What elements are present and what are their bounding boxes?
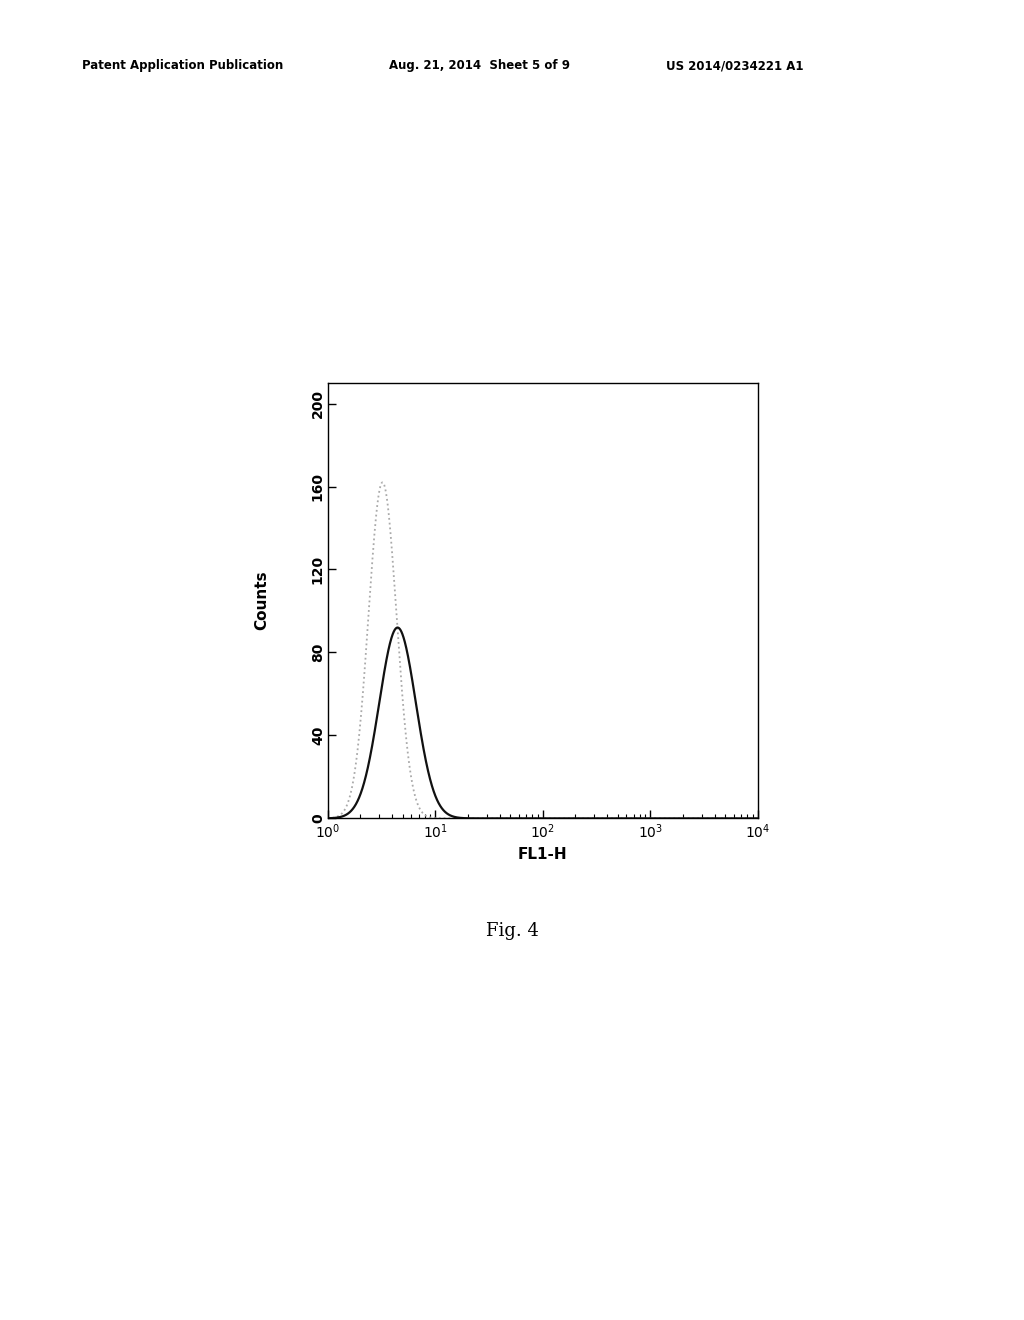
- Text: Aug. 21, 2014  Sheet 5 of 9: Aug. 21, 2014 Sheet 5 of 9: [389, 59, 570, 73]
- Text: Fig. 4: Fig. 4: [485, 921, 539, 940]
- Text: US 2014/0234221 A1: US 2014/0234221 A1: [666, 59, 803, 73]
- Text: Patent Application Publication: Patent Application Publication: [82, 59, 284, 73]
- X-axis label: FL1-H: FL1-H: [518, 846, 567, 862]
- Y-axis label: Counts: Counts: [254, 570, 269, 631]
